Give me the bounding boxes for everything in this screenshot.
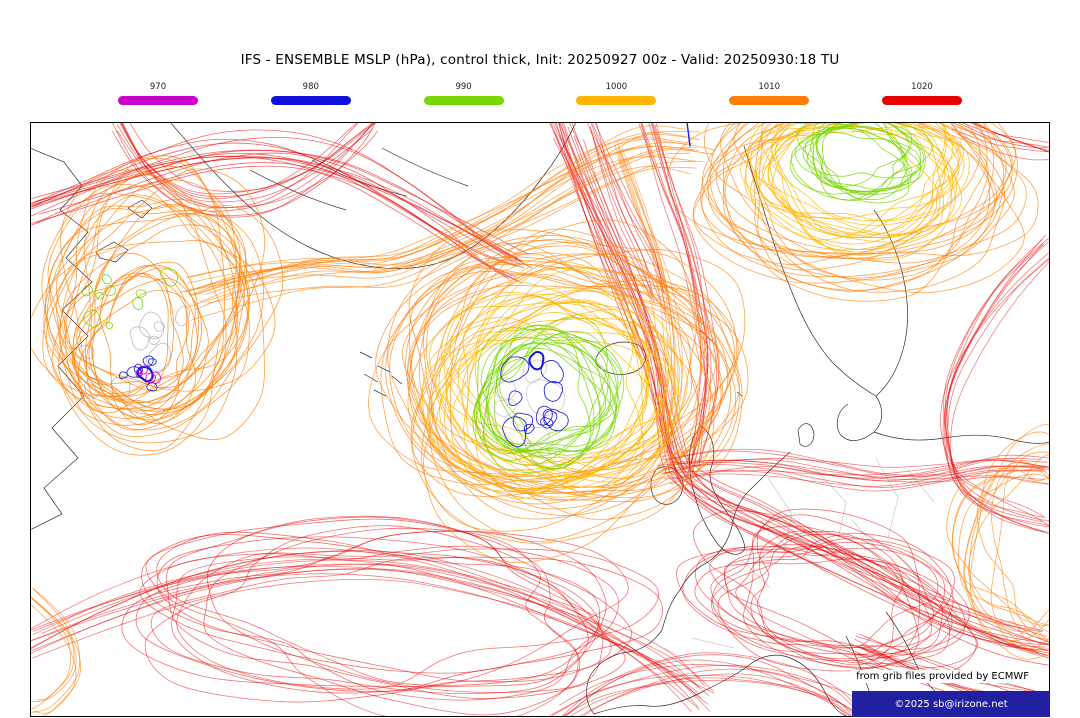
map-frame bbox=[30, 122, 1050, 717]
legend-item-1010: 1010 bbox=[729, 82, 810, 105]
legend-item-970: 970 bbox=[118, 82, 198, 105]
legend-label: 1000 bbox=[605, 82, 628, 92]
legend-color-bar bbox=[118, 96, 198, 105]
legend-color-bar bbox=[270, 96, 351, 105]
legend-item-1000: 1000 bbox=[576, 82, 657, 105]
attribution-text: from grib files provided by ECMWF bbox=[851, 670, 1034, 683]
pressure-legend: 970 980 990 1000 1010 1020 bbox=[118, 82, 962, 105]
legend-color-bar bbox=[576, 96, 657, 105]
legend-label: 1020 bbox=[911, 82, 933, 92]
legend-label: 1010 bbox=[758, 82, 780, 92]
copyright-text: ©2025 sb@irizone.net bbox=[894, 698, 1008, 710]
legend-item-990: 990 bbox=[423, 82, 504, 105]
legend-item-980: 980 bbox=[270, 82, 351, 105]
copyright-bar: ©2025 sb@irizone.net bbox=[852, 691, 1050, 717]
ensemble-spaghetti-layer bbox=[30, 122, 1050, 717]
legend-color-bar bbox=[881, 96, 962, 105]
legend-label: 980 bbox=[302, 82, 319, 92]
legend-label: 970 bbox=[149, 82, 167, 92]
legend-color-bar bbox=[423, 96, 504, 105]
legend-color-bar bbox=[729, 96, 810, 105]
legend-label: 990 bbox=[455, 82, 472, 92]
page-title: IFS - ENSEMBLE MSLP (hPa), control thick… bbox=[240, 52, 840, 68]
legend-item-1020: 1020 bbox=[881, 82, 962, 105]
